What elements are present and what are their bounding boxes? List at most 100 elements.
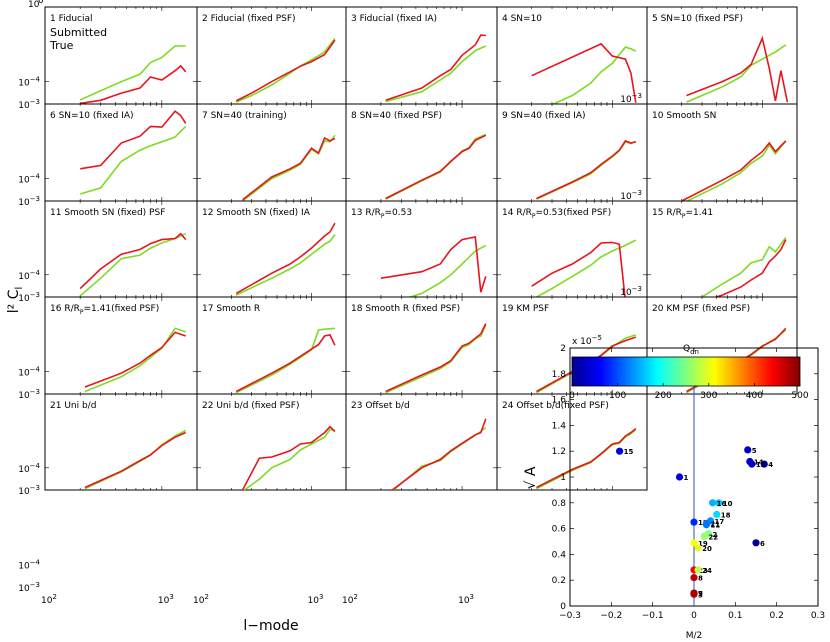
panel-label-main: 8 SN=40 (fixed PSF)	[351, 111, 442, 121]
tick-label-base: 10	[193, 596, 205, 606]
tick-label: 10−3	[620, 285, 642, 298]
scatter-x-tick-label: −0.2	[600, 611, 622, 621]
panel-label-main: 13 R/R	[351, 208, 381, 218]
submitted-series-line	[686, 35, 789, 103]
tick-label-exponent: −4	[30, 559, 41, 567]
panel-label-main: 19 KM PSF	[502, 304, 549, 314]
scatter-x-tick-label: 0	[691, 611, 697, 621]
scatter-y-tick-label: 0.8	[552, 499, 567, 509]
scatter-x-tick-label: 0.2	[770, 611, 784, 621]
tick-label-base: 10	[18, 198, 30, 208]
scatter-point-19	[690, 539, 698, 547]
scatter-point-label: 13	[756, 461, 766, 469]
panel-label: 18 Smooth R (fixed PSF)	[351, 304, 460, 314]
y-axis-label-main: l² C	[6, 289, 22, 313]
tick-label-base: 10	[18, 584, 30, 594]
panel-label-main: 16 R/R	[50, 304, 80, 314]
tick-label: 103	[458, 593, 474, 606]
scatter-point-20	[694, 544, 702, 552]
colorbar-label-sub: dn	[690, 348, 699, 356]
submitted-series-line	[235, 39, 336, 102]
panel-6: 6 SN=10 (fixed IA)	[44, 103, 198, 202]
panel-lines	[84, 429, 187, 490]
panel-lines	[84, 327, 186, 393]
submitted-series-line	[241, 425, 336, 490]
panel-label: 7 SN=40 (training)	[202, 111, 287, 121]
y-axis-label: l² Cl	[6, 287, 25, 314]
submitted-series-line	[235, 222, 336, 295]
panel-label: 16 R/RP=1.41(fixed PSF)	[50, 304, 159, 316]
panel-label: 5 SN=10 (fixed PSF)	[652, 14, 743, 24]
tick-label-base: 10	[18, 391, 30, 401]
tick-label-base: 10	[18, 101, 30, 111]
tick-label-exponent: −4	[30, 462, 41, 470]
tick-label-exponent: −3	[632, 285, 642, 293]
submitted-series-line	[713, 239, 787, 297]
scatter-y-tick-label: 1	[560, 473, 566, 483]
y-multiplier-base: x 10	[572, 337, 592, 347]
scatter-point-label: 21	[710, 520, 720, 528]
tick-label-base: 10	[308, 596, 320, 606]
x-axis-label: l−mode	[243, 618, 298, 634]
y-axis-label-sub: l	[14, 287, 25, 290]
panel-label: 15 R/RP=1.41	[652, 208, 713, 220]
panel-lines	[686, 35, 789, 103]
y-multiplier: x 10−5	[572, 334, 602, 347]
tick-label: 10−3	[18, 291, 40, 304]
true-series-line	[701, 237, 787, 297]
panel-16: 16 R/RP=1.41(fixed PSF)	[44, 296, 198, 395]
scatter-point-8	[690, 574, 698, 582]
scatter-point-22	[700, 532, 708, 540]
colorbar-tick-label: 100	[609, 391, 626, 401]
scatter-point-label: 16	[717, 500, 727, 508]
scatter-point-label: 4	[768, 461, 773, 469]
panel-label: 17 Smooth R	[202, 304, 260, 314]
scatter-point-1	[675, 473, 684, 481]
scatter-y-tick-label: 1.2	[552, 447, 566, 457]
scatter-point-18	[713, 510, 721, 519]
panel-label-main: 1 Fiducial	[50, 14, 93, 24]
panel-17: 17 Smooth R	[196, 296, 347, 395]
scatter-point-label: 7	[698, 590, 703, 598]
tick-label-exponent: −3	[30, 581, 40, 589]
colorbar-tick-label: 300	[700, 391, 717, 401]
panel-4: 4 SN=10	[496, 6, 648, 105]
tick-label-base: 10	[18, 272, 30, 282]
colorbar-tick-label: 0	[569, 391, 575, 401]
tick-label-base: 10	[18, 79, 30, 89]
tick-label-exponent: −4	[30, 173, 41, 181]
panel-label: 9 SN=40 (fixed IA)	[502, 111, 586, 121]
tick-label-exponent: 3	[169, 593, 173, 601]
scatter-x-axis-label: M/2	[686, 631, 703, 641]
scatter-x-tick-label: −0.1	[642, 611, 664, 621]
tick-label-exponent: 2	[353, 593, 357, 601]
tick-label-exponent: −3	[30, 291, 40, 299]
true-series-line	[685, 140, 787, 201]
tick-label-base: 10	[342, 596, 354, 606]
panel-lines	[385, 34, 487, 103]
panel-label: 12 Smooth SN (fixed) IA	[202, 208, 311, 218]
scatter-point-label: 6	[760, 540, 765, 548]
colorbar-label-main: Q	[683, 344, 690, 354]
panel-2: 2 Fiducial (fixed PSF)	[196, 6, 347, 105]
tick-label-exponent: −3	[30, 98, 40, 106]
tick-label: 10−3	[18, 98, 40, 111]
scatter-point-label: 15	[624, 448, 634, 456]
submitted-series-line	[391, 418, 487, 490]
panel-label-main: 24 Offset b/d(fixed PSF)	[502, 401, 609, 411]
true-series-line	[385, 324, 487, 394]
submitted-series-line	[531, 241, 626, 297]
tick-label-base: 10	[18, 176, 30, 186]
panel-label-main: 17 Smooth R	[202, 304, 260, 314]
true-series-line	[79, 232, 187, 297]
submitted-series-line	[80, 110, 187, 170]
panel-label-main: 20 KM PSF (fixed PSF)	[652, 304, 750, 314]
scatter-point-14	[746, 457, 754, 466]
scatter-point-6	[752, 539, 760, 547]
panel-label: 11 Smooth SN (fixed) PSF	[50, 208, 165, 218]
scatter-point-24	[694, 566, 702, 574]
scatter-point-label: 10	[723, 500, 733, 508]
scatter-point-label: 9	[698, 590, 703, 598]
